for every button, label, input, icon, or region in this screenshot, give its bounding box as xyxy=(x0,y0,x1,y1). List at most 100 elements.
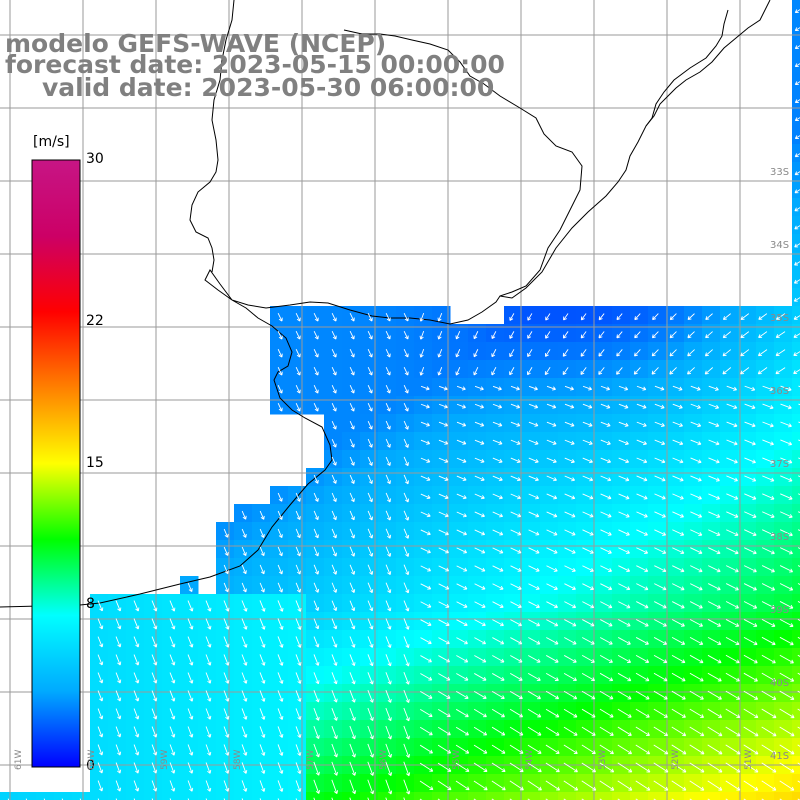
wind-arrow xyxy=(690,547,703,555)
wind-arrow xyxy=(331,546,337,557)
wind-arrow xyxy=(779,565,794,573)
wind-arrow xyxy=(349,654,356,667)
wind-arrow xyxy=(331,672,338,685)
wind-arrow xyxy=(617,708,632,718)
wind-arrow xyxy=(707,672,722,682)
wind-arrow xyxy=(793,351,800,356)
wind-arrow xyxy=(618,583,631,591)
wind-arrow xyxy=(295,330,301,340)
wind-arrow xyxy=(726,439,738,446)
wind-arrow xyxy=(545,744,560,754)
wind-arrow xyxy=(617,690,632,700)
wind-speed-cell xyxy=(792,432,800,451)
wind-arrow xyxy=(582,403,593,409)
wind-arrow xyxy=(295,312,301,322)
wind-speed-cell xyxy=(450,792,469,800)
river-border-uruguay xyxy=(189,0,235,273)
wind-arrow xyxy=(403,743,411,758)
colorbar-tick-label: 8 xyxy=(86,596,95,613)
wind-arrow xyxy=(115,654,122,666)
wind-arrow xyxy=(438,493,449,500)
wind-arrow xyxy=(277,780,284,792)
wind-arrow xyxy=(600,403,611,409)
wind-arrow xyxy=(761,636,776,646)
wind-arrow xyxy=(672,547,685,555)
wind-speed-cell xyxy=(468,792,487,800)
wind-arrow xyxy=(259,618,266,630)
wind-arrow xyxy=(546,529,558,536)
wind-arrow xyxy=(313,348,319,358)
wind-arrow xyxy=(793,333,800,338)
wind-arrow xyxy=(438,457,449,463)
wind-arrow xyxy=(780,421,792,428)
longitude-label: 53W xyxy=(598,749,608,770)
wind-arrow xyxy=(618,403,629,409)
wind-arrow xyxy=(456,475,467,482)
wind-arrow xyxy=(419,312,425,322)
wind-arrow xyxy=(313,402,319,412)
wind-arrow xyxy=(564,547,576,554)
wind-arrow xyxy=(546,655,559,663)
wind-arrow xyxy=(744,457,756,464)
wind-arrow xyxy=(762,529,775,537)
wind-arrow xyxy=(349,510,355,521)
wind-arrow xyxy=(794,261,800,266)
wind-arrow xyxy=(564,637,577,645)
wind-speed-cell xyxy=(792,198,800,217)
wind-arrow xyxy=(367,384,373,394)
wind-arrow xyxy=(456,619,468,627)
wind-arrow xyxy=(761,601,776,609)
latitude-label: 35S xyxy=(770,313,790,324)
wind-arrow xyxy=(545,331,551,339)
wind-speed-cell xyxy=(144,792,163,800)
wind-arrow xyxy=(546,601,558,609)
wind-arrow xyxy=(582,547,594,554)
wind-arrow xyxy=(509,744,524,754)
wind-arrow xyxy=(438,385,448,391)
wind-arrow xyxy=(744,421,756,428)
wind-arrow xyxy=(690,385,701,391)
wind-arrow xyxy=(313,366,319,376)
wind-arrow xyxy=(187,654,194,666)
wind-arrow xyxy=(259,636,266,648)
wind-arrow xyxy=(385,582,392,594)
wind-arrow xyxy=(277,402,283,412)
wind-arrow xyxy=(474,385,484,391)
wind-arrow xyxy=(349,582,356,593)
wind-arrow xyxy=(653,690,668,700)
wind-arrow xyxy=(259,744,266,756)
wind-arrow xyxy=(367,600,374,612)
wind-arrow xyxy=(617,726,632,736)
wind-arrow xyxy=(726,493,739,500)
wind-arrow xyxy=(241,780,248,792)
wind-arrow xyxy=(385,330,391,340)
wind-arrow xyxy=(438,403,448,409)
wind-arrow xyxy=(762,493,775,500)
wind-arrow xyxy=(169,654,176,666)
wind-arrow xyxy=(438,583,450,590)
wind-arrow xyxy=(385,761,393,777)
wind-arrow xyxy=(600,457,611,464)
wind-arrow xyxy=(385,420,391,430)
longitude-label: 60W xyxy=(87,749,97,770)
wind-arrow xyxy=(618,457,630,464)
wind-arrow xyxy=(187,618,194,630)
wind-arrow xyxy=(775,313,786,320)
wind-arrow xyxy=(259,780,266,792)
wind-arrow xyxy=(527,331,533,339)
wind-arrow xyxy=(295,726,302,738)
wind-arrow xyxy=(456,457,467,463)
wind-arrow xyxy=(456,601,468,608)
wind-arrow xyxy=(331,312,337,322)
wind-arrow xyxy=(331,636,338,648)
wind-arrow xyxy=(528,601,540,609)
wind-arrow xyxy=(474,655,487,663)
wind-arrow xyxy=(491,690,505,699)
wind-arrow xyxy=(331,564,338,575)
wind-speed-cell xyxy=(792,0,800,19)
wind-arrow xyxy=(438,547,449,554)
wind-arrow xyxy=(438,421,449,427)
wind-arrow xyxy=(456,547,468,554)
wind-arrow xyxy=(403,707,410,722)
